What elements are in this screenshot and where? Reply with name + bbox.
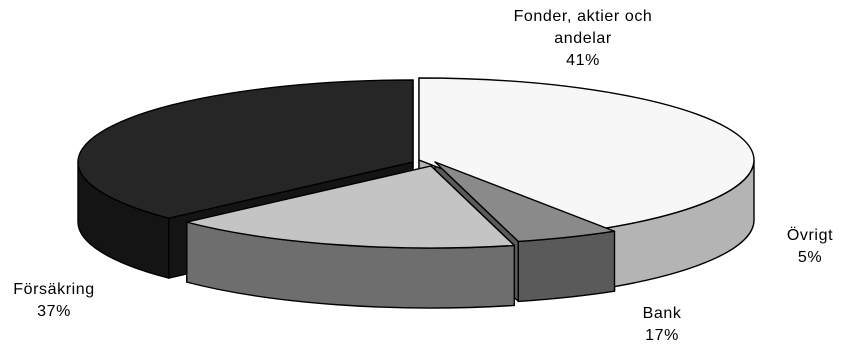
pie-outer-walls (77, 159, 755, 309)
slice-label-fonder-name-2: andelar (554, 30, 612, 47)
slice-label-bank-value: 17% (645, 327, 679, 344)
pie-slice-1-wall-0 (517, 230, 616, 303)
slice-label-ovrigt: Övrigt 5% (772, 225, 848, 269)
slice-label-forsakring-name: Försäkring (13, 281, 95, 298)
slice-label-bank: Bank 17% (626, 303, 698, 347)
slice-label-fonder-value: 41% (566, 52, 600, 69)
slice-label-forsakring-value: 37% (37, 303, 71, 320)
slice-label-forsakring: Försäkring 37% (4, 279, 104, 323)
pie-top-faces (77, 77, 755, 249)
slice-label-fonder: Fonder, aktier och andelar 41% (472, 6, 694, 72)
pie-slice-3-top (77, 79, 414, 219)
slice-label-ovrigt-value: 5% (797, 249, 823, 266)
pie-slice-1-top (434, 161, 616, 243)
slice-label-ovrigt-name: Övrigt (786, 227, 834, 244)
slice-label-fonder-name-1: Fonder, aktier och (513, 8, 653, 25)
slice-label-bank-name: Bank (642, 305, 682, 322)
pie-slice-2-top (186, 165, 516, 249)
